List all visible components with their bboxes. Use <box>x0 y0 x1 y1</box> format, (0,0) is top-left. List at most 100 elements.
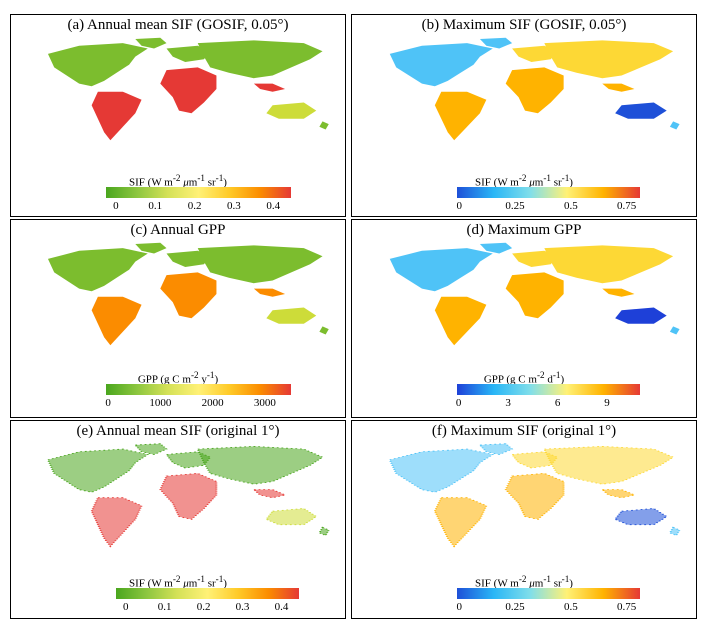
continent-africa <box>160 67 217 114</box>
continent-asia <box>544 245 674 284</box>
continent-nz <box>669 121 680 130</box>
continent-asia <box>543 445 675 485</box>
colorbar-tick-label: 0 <box>456 601 462 613</box>
continent-nz <box>668 526 681 537</box>
panel-title: (e) Annual mean SIF (original 1°) <box>76 423 280 439</box>
panel-maximum-sif-gosif: (b) Maximum SIF (GOSIF, 0.05°) SIF (W m-… <box>351 14 697 217</box>
colorbar-tick-label: 0.1 <box>148 200 163 212</box>
continent-africa <box>159 472 218 520</box>
continent-nz <box>319 326 329 335</box>
continent-greenland <box>135 242 167 254</box>
continent-seAsia <box>252 489 287 499</box>
continent-australia <box>615 307 667 324</box>
continent-australia <box>266 307 317 324</box>
continent-nz <box>319 121 329 130</box>
colorbar <box>106 187 291 198</box>
continent-southAmerica <box>433 497 488 548</box>
continent-europe <box>166 45 211 62</box>
colorbar-ticks: 0 0.1 0.2 0.3 0.4 <box>106 200 291 214</box>
panel-title: (f) Maximum SIF (original 1°) <box>431 423 617 439</box>
continent-northAmerica <box>389 43 493 87</box>
colorbar-tick-label: 0.5 <box>563 200 578 212</box>
continent-northAmerica <box>47 248 148 292</box>
continent-seAsia <box>253 83 286 92</box>
continent-seAsia <box>600 489 637 499</box>
continent-nz <box>669 326 680 335</box>
world-map <box>389 37 680 141</box>
colorbar-tick-label: 3 <box>505 397 511 409</box>
panel-title: (a) Annual mean SIF (GOSIF, 0.05°) <box>67 17 289 33</box>
continent-greenland <box>479 37 513 49</box>
colorbar-tick-label: 9 <box>604 397 610 409</box>
continent-australia <box>615 102 667 119</box>
colorbar-label: SIF (W m-2 μm-1 sr-1) <box>475 173 573 189</box>
colorbar-tick-label: 0.75 <box>616 200 637 212</box>
continent-greenland <box>134 443 168 455</box>
continent-seAsia <box>602 288 635 297</box>
continent-africa <box>160 272 217 319</box>
continent-northAmerica <box>46 448 150 493</box>
colorbar-tick-label: 0.2 <box>187 200 202 212</box>
panel-annual-gpp: (c) Annual GPP GPP (g C m-2 y-1) 0 1000 20… <box>10 219 346 418</box>
colorbar-tick-label: 0.3 <box>227 200 241 212</box>
panel-title: (c) Annual GPP <box>130 222 226 238</box>
continent-africa <box>504 472 565 520</box>
continent-northAmerica <box>47 43 148 87</box>
colorbar-tick-label: 2000 <box>201 397 224 409</box>
continent-southAmerica <box>434 296 487 346</box>
continent-asia <box>197 40 323 79</box>
colorbar-tick-label: 6 <box>554 397 561 409</box>
world-map <box>47 37 329 141</box>
colorbar-ticks: 0 1000 2000 3000 <box>105 397 291 411</box>
continent-asia <box>544 40 674 79</box>
colorbar-tick-label: 0.25 <box>505 200 525 212</box>
world-map <box>388 443 681 548</box>
colorbar-tick-label: 1000 <box>149 397 172 409</box>
continent-australia <box>614 508 668 526</box>
continent-northAmerica <box>389 248 493 292</box>
continent-southAmerica <box>91 91 142 141</box>
colorbar-ticks: 0 0.1 0.2 0.3 0.4 <box>116 601 299 615</box>
panel-title: (d) Maximum GPP <box>466 222 582 238</box>
continent-europe <box>165 451 212 469</box>
continent-australia <box>265 508 318 526</box>
colorbar-tick-label: 3000 <box>253 397 276 409</box>
continent-europe <box>512 45 558 62</box>
colorbar-ticks: 0 0.25 0.5 0.75 <box>456 200 640 214</box>
continent-southAmerica <box>91 296 142 346</box>
continent-europe <box>512 250 558 267</box>
colorbar-tick-label: 0.4 <box>266 200 281 212</box>
continent-australia <box>266 102 317 119</box>
colorbar <box>457 588 640 599</box>
colorbar-tick-label: 0.3 <box>235 601 250 613</box>
continent-seAsia <box>602 83 635 92</box>
colorbar-label: SIF (W m-2 μm-1 sr-1) <box>129 574 227 590</box>
continent-greenland <box>135 37 167 49</box>
colorbar-label: SIF (W m-2 μm-1 sr-1) <box>129 173 227 189</box>
colorbar-ticks: 0 3 6 9 <box>455 397 640 411</box>
colorbar-label: GPP (g C m-2 y-1) <box>137 370 219 386</box>
continent-nz <box>318 526 330 537</box>
panel-annual-mean-sif-original: (e) Annual mean SIF (original 1°) SIF (W… <box>10 420 346 619</box>
continent-southAmerica <box>90 497 143 548</box>
world-map <box>389 242 680 346</box>
colorbar-tick-label: 0.5 <box>563 601 578 613</box>
colorbar <box>106 384 291 395</box>
colorbar-tick-label: 0 <box>456 200 462 212</box>
colorbar-tick-label: 0 <box>455 397 462 409</box>
colorbar <box>457 384 640 395</box>
continent-northAmerica <box>388 448 495 493</box>
panel-title: (b) Maximum SIF (GOSIF, 0.05°) <box>421 17 627 33</box>
continent-greenland <box>479 242 513 254</box>
colorbar <box>116 588 299 599</box>
colorbar-tick-label: 0.2 <box>196 601 211 613</box>
continent-asia <box>197 245 323 284</box>
continent-europe <box>510 451 559 469</box>
continent-greenland <box>478 443 514 455</box>
colorbar <box>457 187 640 198</box>
colorbar-tick-label: 0.25 <box>505 601 525 613</box>
colorbar-label: GPP (g C m-2 d-1) <box>483 370 565 386</box>
colorbar-ticks: 0 0.25 0.5 0.75 <box>456 601 640 615</box>
colorbar-tick-label: 0.4 <box>274 601 289 613</box>
continent-asia <box>196 445 324 485</box>
